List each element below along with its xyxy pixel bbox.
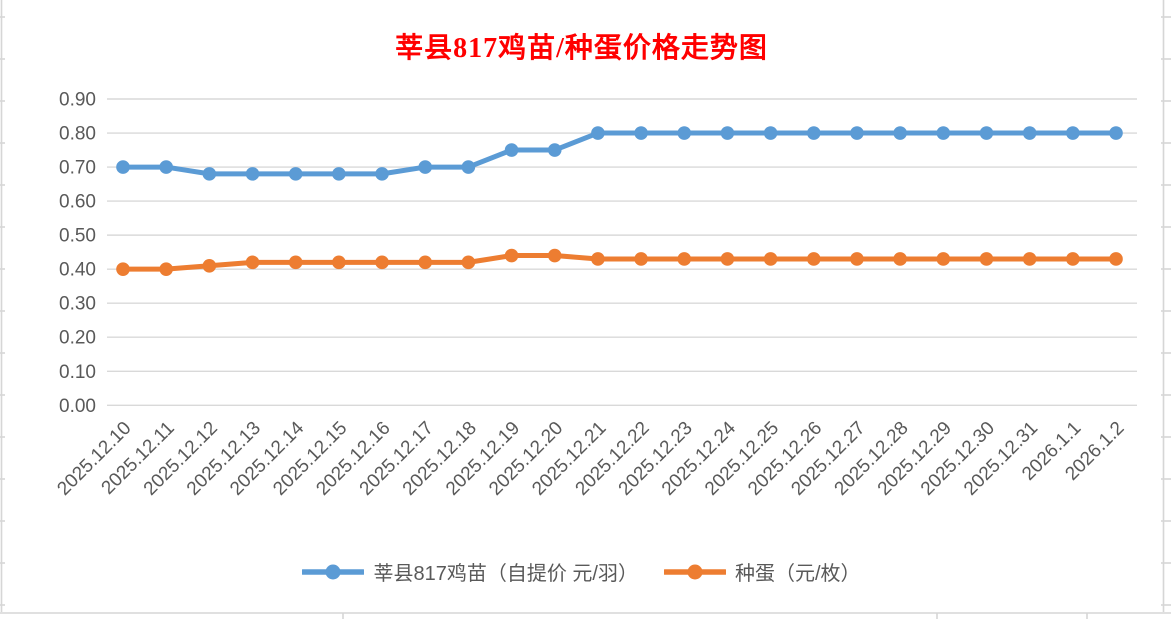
legend-label: 莘县817鸡苗（自提价 元/羽） — [373, 563, 638, 585]
data-point — [591, 252, 605, 266]
x-axis-labels: 2025.12.102025.12.112025.12.122025.12.13… — [53, 417, 1128, 499]
y-tick-label: 0.00 — [59, 396, 96, 417]
y-tick-label: 0.40 — [59, 260, 96, 281]
data-point — [547, 248, 562, 263]
data-point — [763, 126, 778, 140]
data-point — [159, 160, 173, 174]
data-point — [936, 252, 951, 266]
data-point — [591, 126, 605, 140]
data-point — [375, 167, 389, 181]
y-tick-label: 0.10 — [59, 362, 96, 383]
chart-title: 莘县817鸡苗/种蛋价格走势图 — [395, 33, 768, 64]
y-tick-label: 0.80 — [59, 124, 96, 145]
legend-marker — [663, 564, 726, 579]
data-point — [504, 143, 519, 157]
data-point — [1066, 126, 1080, 140]
data-point — [979, 252, 994, 266]
data-point — [936, 126, 951, 140]
legend-item-1: 种蛋（元/枚） — [663, 557, 861, 586]
series-line-1 — [120, 253, 1119, 272]
data-point — [1022, 126, 1037, 140]
data-point — [375, 255, 389, 270]
data-point — [1022, 252, 1037, 266]
series-1 — [116, 248, 1123, 276]
data-point — [1066, 252, 1080, 266]
y-tick-label: 0.50 — [59, 226, 96, 247]
data-point — [332, 167, 346, 181]
series-line-0 — [120, 130, 1119, 177]
data-point — [893, 252, 907, 266]
data-point — [159, 262, 173, 276]
data-point — [245, 255, 260, 270]
data-point — [677, 252, 692, 266]
data-point — [720, 126, 735, 140]
data-point — [806, 252, 821, 266]
legend-label: 种蛋（元/枚） — [734, 563, 861, 585]
data-point — [288, 255, 303, 270]
legend-marker — [302, 564, 365, 579]
data-point — [1109, 126, 1123, 140]
y-tick-label: 0.60 — [59, 192, 96, 213]
data-point — [634, 252, 648, 266]
data-point — [634, 126, 648, 140]
data-point — [245, 167, 260, 181]
data-point — [806, 126, 821, 140]
legend-item-0: 莘县817鸡苗（自提价 元/羽） — [302, 557, 638, 586]
data-point — [461, 255, 476, 270]
data-point — [202, 167, 217, 181]
y-tick-label: 0.20 — [59, 328, 96, 349]
y-tick-label: 0.90 — [59, 90, 96, 111]
data-point — [763, 252, 778, 266]
series-0 — [116, 126, 1123, 181]
data-point — [720, 252, 735, 266]
y-gridlines — [107, 98, 1137, 406]
data-point — [461, 160, 476, 174]
data-point — [504, 248, 519, 263]
data-point — [332, 255, 346, 270]
data-point — [547, 143, 562, 157]
data-point — [202, 258, 217, 273]
y-tick-label: 0.30 — [59, 294, 96, 315]
data-point — [1109, 252, 1123, 266]
data-point — [893, 126, 907, 140]
data-point — [850, 126, 864, 140]
data-point — [418, 160, 433, 174]
data-point — [116, 262, 130, 276]
y-tick-label: 0.70 — [59, 158, 96, 179]
y-axis-labels: 0.00 0.10 0.20 0.30 0.40 0.50 0.60 0.70 0.80 0.90 — [59, 90, 96, 417]
data-point — [288, 167, 303, 181]
data-point — [979, 126, 994, 140]
data-point — [850, 252, 864, 266]
data-point — [418, 255, 433, 270]
data-point — [116, 160, 130, 174]
legend: 莘县817鸡苗（自提价 元/羽） 种蛋（元/枚） — [0, 557, 1163, 586]
data-point — [677, 126, 692, 140]
